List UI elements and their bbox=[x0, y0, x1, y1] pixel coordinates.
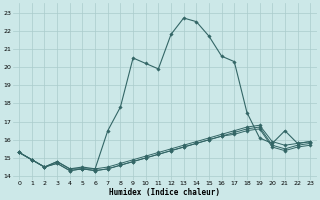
X-axis label: Humidex (Indice chaleur): Humidex (Indice chaleur) bbox=[109, 188, 220, 197]
